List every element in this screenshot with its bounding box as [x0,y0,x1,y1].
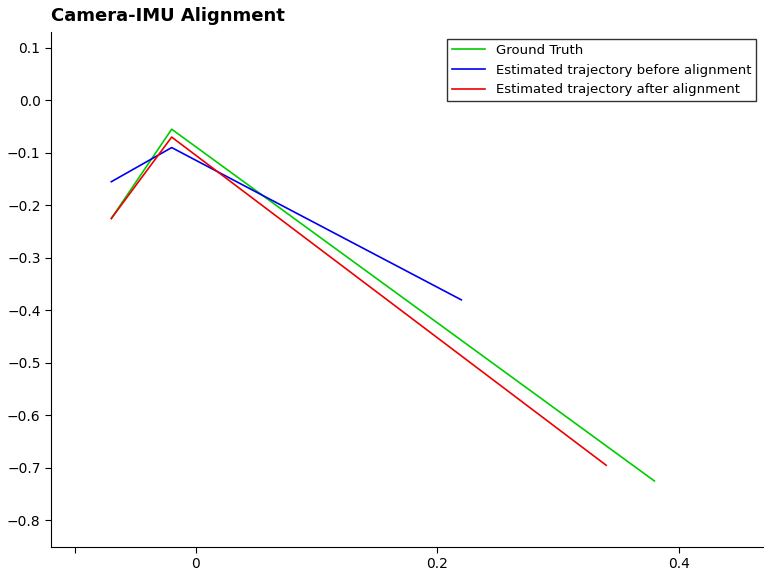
Ground Truth [167,126,176,133]
Text: Camera-IMU Alignment: Camera-IMU Alignment [51,7,285,25]
Estimated trajectory before alignment [167,144,176,151]
Legend: Ground Truth, Estimated trajectory before alignment, Estimated trajectory after : Ground Truth, Estimated trajectory befor… [447,39,756,101]
Estimated trajectory before alignment [107,178,116,185]
Line: Estimated trajectory before alignment: Estimated trajectory before alignment [112,147,461,300]
Estimated trajectory after alignment [601,462,611,469]
Estimated trajectory before alignment [457,297,466,303]
Estimated trajectory after alignment [107,215,116,222]
Estimated trajectory after alignment [167,134,176,140]
Line: Estimated trajectory after alignment: Estimated trajectory after alignment [112,137,606,465]
Ground Truth [650,477,659,484]
Line: Ground Truth: Ground Truth [112,129,654,481]
Ground Truth [107,215,116,222]
